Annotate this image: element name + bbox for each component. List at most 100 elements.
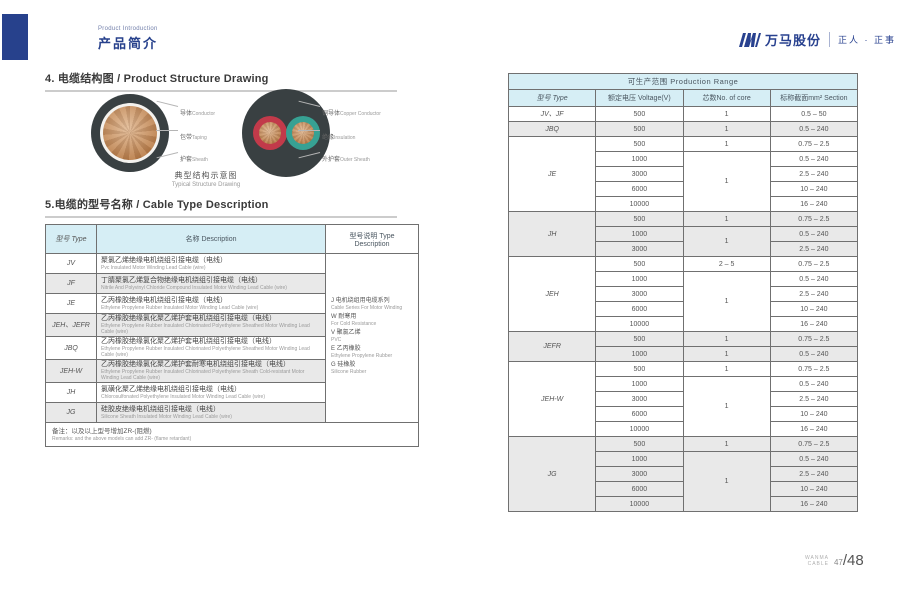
cable2-label-outer-sheath: 外护套Outer Sheath [322, 148, 370, 166]
table-row: 1000 1 0.5 – 240 [509, 151, 859, 212]
cell-core: 1 [682, 211, 771, 227]
cable2-copper-conductor-2 [292, 122, 314, 144]
group-jv-jf: JV、JF 500 1 0.5 – 50 [507, 106, 859, 122]
table-row: 3000 2.5 – 240 [509, 391, 859, 407]
table-row: JE 乙丙橡胶绝缘电机绕组引接电缆（电线） Ethylene Propylene … [45, 293, 419, 314]
description-cn: 聚氯乙烯绝缘电机绕组引接电缆（电线） [101, 256, 227, 264]
cell-section: 10 – 240 [769, 301, 859, 317]
table-row: JV 聚氯乙烯绝缘电机绕组引接电缆（电线） Pvc Insulated Moto… [45, 253, 419, 423]
cell-voltage: 500 [595, 106, 684, 122]
cell-section: 16 – 240 [769, 421, 859, 437]
cable-type-table: 型号 Type 名称 Description 型号说明 Type Descrip… [45, 224, 419, 447]
cable1-label-sheath: 护套Sheath [180, 148, 208, 166]
cell-type: JG [507, 436, 597, 512]
cell-voltage: 6000 [595, 481, 684, 497]
production-range-title: 可生产范围 Production Range [508, 73, 858, 90]
description-cn: 乙丙橡胶绝缘氯化聚乙烯护套电机绕组引接电缆（电线） [101, 338, 276, 345]
cable2-teal-insulation [286, 116, 320, 150]
cell-type: JF [45, 273, 97, 294]
page-number-total: /48 [842, 552, 864, 569]
production-range-header-row: 型号 Type 额定电压 Voltage(V) 芯数No. of core 标称… [507, 89, 859, 107]
cell-type: JV、JF [507, 106, 597, 122]
cell-core: 1 [682, 451, 771, 512]
cell-voltage: 1000 [595, 376, 684, 392]
cell-section: 0.5 – 240 [769, 226, 859, 242]
label-en: Insulation [334, 135, 356, 141]
production-range-table: 可生产范围 Production Range 型号 Type 额定电压 Volt… [507, 73, 859, 512]
description-en: Ethylene Propylene Rubber Insulated Moto… [101, 304, 259, 311]
cell-core: 1 [682, 271, 771, 332]
table-row: JE 500 1 0.75 – 2.5 [507, 136, 859, 212]
group-jg: JG 500 1 0.75 – 2.5 1000 1 0.5 – 240 300… [507, 436, 859, 512]
cell-core: 1 [682, 106, 771, 122]
cell-section: 0.75 – 2.5 [769, 136, 859, 152]
cell-voltage: 500 [595, 256, 684, 272]
cell-description: 聚氯乙烯绝缘电机绕组引接电缆（电线） Pvc Insulated Motor W… [96, 253, 326, 274]
cell-description: 乙丙橡胶绝缘电机绕组引接电缆（电线） Ethylene Propylene Rub… [96, 293, 326, 314]
page-header-left: Product Introduction 产品简介 [98, 26, 158, 52]
description-cn: 丁腈聚氯乙烯复合物绝缘电机绕组引接电缆（电线） [101, 276, 262, 284]
cell-section: 0.75 – 2.5 [769, 211, 859, 227]
table-row: 1000 1 0.5 – 240 [509, 451, 859, 512]
cell-voltage: 1000 [595, 346, 684, 362]
description-cn: 氯磺化聚乙烯绝缘电机绕组引接电缆（电线） [101, 385, 241, 393]
table-row: 10000 16 – 240 [509, 496, 859, 512]
table-row: JEH、JEFR 乙丙橡胶绝缘氯化聚乙烯护套电机绕组引接电缆（电线） Ethyle… [45, 313, 419, 337]
cell-voltage: 3000 [595, 166, 684, 182]
cell-section: 2.5 – 240 [769, 391, 859, 407]
wanma-logo-icon [739, 32, 761, 47]
cell-type: JH [45, 382, 97, 403]
description-cn: 硅胶皮绝缘电机绕组引接电缆（电线） [101, 405, 220, 413]
cell-voltage: 3000 [595, 286, 684, 302]
cell-type: JBQ [45, 336, 97, 360]
label-cn: 包带 [180, 135, 193, 141]
label-en: Outer Sheath [340, 157, 370, 163]
page-title: 产品简介 [98, 36, 159, 51]
cell-section: 16 – 240 [769, 196, 859, 212]
legend-en: Cable Series For Motor Winding [331, 305, 403, 311]
cell-section: 10 – 240 [769, 406, 859, 422]
cell-type: JH [507, 211, 597, 257]
cell-type: JEH-W [45, 359, 97, 383]
table-row: 1000 1 0.5 – 240 [509, 271, 859, 332]
cell-section: 10 – 240 [769, 181, 859, 197]
label-cn: 导体 [180, 111, 193, 117]
description-en: Silicone Sheath Insulated Motor Winding … [101, 413, 232, 420]
description-cn: 乙丙橡胶绝缘氯化聚乙烯护套耐寒电机绕组引接电缆（电线） [101, 361, 290, 368]
col-header-section: 标称截面mm² Section [769, 89, 859, 107]
table-row: JEFR 500 1 0.75 – 2.5 [507, 331, 859, 362]
cell-core: 1 [682, 436, 771, 452]
section5-title: 5.电缆的型号名称 / Cable Type Description [45, 196, 397, 218]
remark-en: Remarks: and the above models can add ZR… [52, 435, 192, 442]
cell-voltage: 500 [595, 211, 684, 227]
single-core-cable-image [91, 94, 169, 172]
col-header-description: 名称 Description [96, 224, 326, 254]
cell-voltage: 500 [595, 361, 684, 377]
cell-section: 0.75 – 2.5 [769, 331, 859, 347]
group-jeh-w: JEH-W 500 1 0.75 – 2.5 1000 1 0.5 – 240 … [507, 361, 859, 437]
brand-slogan: 正人 · 正事 · 正品 [838, 35, 900, 45]
cell-section: 0.5 – 240 [769, 346, 859, 362]
cell-section: 0.5 – 50 [769, 106, 859, 122]
label-cn: 护套 [180, 157, 193, 163]
cell-type: JE [45, 293, 97, 314]
diagram-caption: 典型结构示意图 Typical Structure Drawing [45, 170, 367, 188]
cell-description: 乙丙橡胶绝缘氯化聚乙烯护套电机绕组引接电缆（电线） Ethylene Propyl… [96, 336, 326, 360]
table-row: 3000 2.5 – 240 [509, 166, 859, 182]
table-row: 1000 1 0.5 – 240 [509, 226, 859, 257]
description-en: Nitrile And Polyvinyl Chloride Compound … [101, 284, 287, 291]
cell-voltage: 3000 [595, 466, 684, 482]
cell-voltage: 1000 [595, 451, 684, 467]
remark-cell: 备注：以及以上型号增加ZR-(阻燃) Remarks: and the abov… [45, 422, 419, 447]
cell-type: JEFR [507, 331, 597, 362]
col-header-type: 型号 Type [45, 224, 97, 254]
legend-cn: E 乙丙橡胶 [331, 346, 361, 352]
cell-core: 2 – 5 [682, 256, 771, 272]
cell-voltage: 3000 [595, 241, 684, 257]
cell-type: JEH-W [507, 361, 597, 437]
cell-core: 1 [682, 331, 771, 347]
group-jeh: JEH 500 2 – 5 0.75 – 2.5 1000 1 0.5 – 24… [507, 256, 859, 332]
brand-name: 万马股份 [765, 33, 822, 48]
cell-section: 2.5 – 240 [769, 466, 859, 482]
cell-voltage: 6000 [595, 301, 684, 317]
